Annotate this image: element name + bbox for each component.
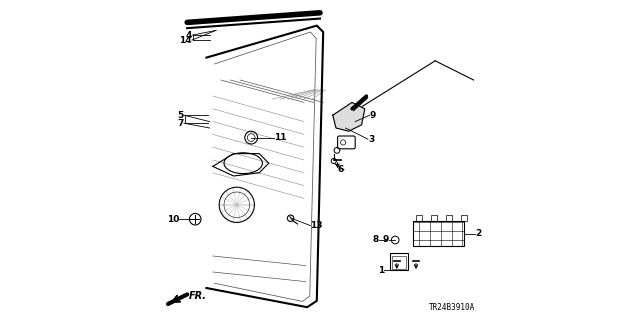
Text: 13: 13 [310, 221, 323, 230]
Bar [446, 215, 452, 221]
Text: 14: 14 [179, 36, 192, 44]
Text: 9: 9 [370, 111, 376, 120]
Text: 3: 3 [368, 135, 374, 144]
Text: 10: 10 [167, 215, 179, 224]
Bar [416, 215, 422, 221]
Bar [392, 256, 406, 269]
Polygon shape [333, 102, 365, 131]
Text: 6: 6 [338, 165, 344, 174]
Text: 4: 4 [186, 31, 192, 40]
Text: 5: 5 [178, 111, 184, 120]
Text: 11: 11 [274, 133, 286, 142]
Text: 9: 9 [383, 236, 388, 244]
Text: FR.: FR. [189, 291, 207, 301]
Text: TR24B3910A: TR24B3910A [429, 303, 475, 312]
Text: 1: 1 [378, 266, 384, 275]
Bar [390, 253, 408, 270]
Text: 8: 8 [373, 236, 380, 244]
Text: 7: 7 [178, 119, 184, 128]
Bar [461, 215, 467, 221]
Text: 2: 2 [475, 229, 481, 238]
Bar [431, 215, 436, 221]
Bar [413, 221, 464, 246]
